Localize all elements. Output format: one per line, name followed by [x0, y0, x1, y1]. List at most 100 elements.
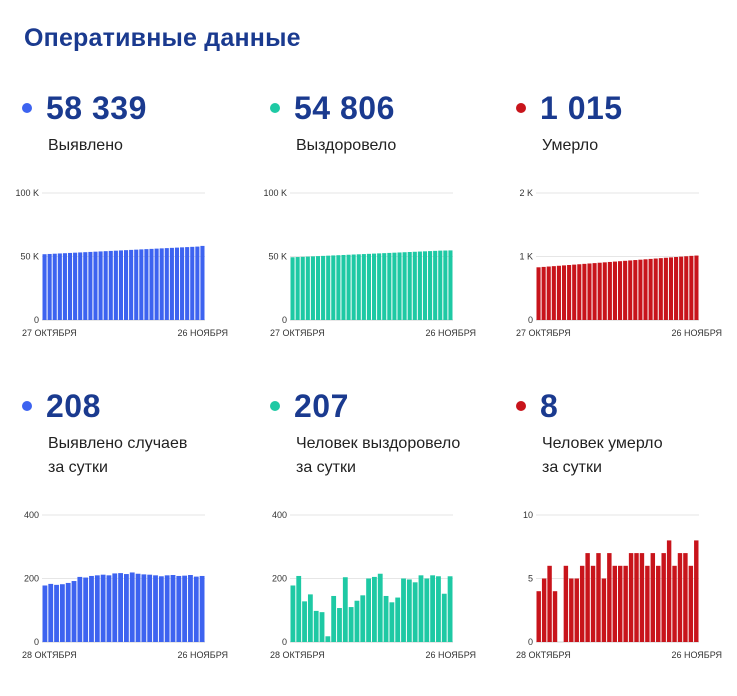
- x-start-label: 27 ОКТЯБРЯ: [22, 328, 77, 338]
- bar: [325, 636, 331, 642]
- bar: [193, 576, 199, 642]
- bar: [436, 576, 441, 642]
- x-start-label: 27 ОКТЯБРЯ: [270, 328, 325, 338]
- bar: [597, 262, 602, 320]
- bar: [321, 255, 326, 320]
- bar: [153, 575, 158, 642]
- bar: [149, 248, 154, 320]
- bar: [582, 263, 587, 320]
- y-tick-label: 0: [282, 637, 287, 647]
- bar: [98, 251, 103, 320]
- blue-dot-icon: [22, 401, 32, 411]
- bar: [677, 553, 683, 642]
- x-end-label: 26 НОЯБРЯ: [425, 650, 476, 660]
- bar: [144, 249, 149, 320]
- deaths-daily-label-line2: за сутки: [542, 459, 602, 476]
- x-start-label: 27 ОКТЯБРЯ: [516, 328, 571, 338]
- bar: [639, 553, 645, 642]
- y-tick-label: 400: [272, 510, 287, 520]
- bar: [351, 254, 356, 320]
- bar: [656, 565, 661, 642]
- detected-total-label: Выявлено: [48, 137, 123, 154]
- bar: [674, 257, 679, 320]
- bar: [164, 575, 170, 642]
- bar: [401, 578, 406, 642]
- bar: [569, 578, 574, 642]
- y-tick-label: 50 K: [268, 252, 287, 262]
- bar: [612, 261, 617, 320]
- bar: [199, 575, 205, 642]
- bar: [290, 585, 296, 642]
- red-dot-icon: [516, 103, 526, 113]
- bar: [623, 260, 628, 320]
- bar: [182, 575, 188, 642]
- y-tick-label: 1 K: [519, 252, 533, 262]
- bar: [62, 253, 67, 320]
- deaths-total-label: Умерло: [542, 137, 599, 154]
- bar: [164, 248, 169, 320]
- bar: [551, 266, 556, 320]
- bar: [536, 267, 541, 320]
- bar: [124, 574, 129, 642]
- bar: [447, 576, 453, 642]
- bar: [650, 553, 656, 642]
- bar: [108, 250, 113, 320]
- recovered-total-value: 54 806: [294, 89, 395, 126]
- bar: [94, 575, 100, 642]
- recovered-total-label: Выздоровело: [296, 137, 397, 154]
- bar: [88, 251, 93, 320]
- bar: [547, 565, 552, 642]
- bar: [290, 257, 295, 320]
- bar: [48, 583, 54, 642]
- bar: [607, 553, 612, 642]
- bar: [129, 249, 134, 320]
- bar: [346, 254, 351, 320]
- bar: [124, 250, 129, 320]
- y-tick-label: 100 K: [263, 188, 287, 198]
- y-tick-label: 0: [528, 315, 533, 325]
- bar: [42, 585, 48, 642]
- bar: [100, 574, 106, 642]
- bar: [663, 257, 668, 320]
- bar: [422, 251, 428, 320]
- stat-panel-detected: 58 339 Выявлено 0 50 K 100 K 27 ОКТЯБРЯ 26 Н…: [15, 88, 262, 398]
- bar: [354, 600, 360, 642]
- bar: [448, 250, 453, 320]
- bar: [574, 578, 579, 642]
- bar: [590, 565, 596, 642]
- bar: [395, 597, 401, 642]
- bar: [313, 610, 319, 642]
- bar: [78, 252, 83, 320]
- bar: [57, 253, 62, 320]
- bar: [417, 251, 422, 320]
- bar: [129, 572, 135, 642]
- bar: [135, 573, 141, 642]
- bar: [341, 254, 346, 320]
- bar: [158, 576, 164, 642]
- bar: [546, 266, 551, 320]
- bar: [679, 256, 684, 320]
- bar: [366, 253, 371, 320]
- bar: [360, 595, 366, 642]
- bar: [361, 254, 366, 320]
- x-start-label: 28 ОКТЯБРЯ: [270, 650, 325, 660]
- bar: [176, 575, 182, 642]
- bar: [89, 575, 94, 642]
- bar: [392, 252, 397, 320]
- bar: [337, 608, 342, 642]
- green-dot-icon: [270, 401, 280, 411]
- bar: [634, 553, 639, 642]
- x-end-label: 26 НОЯБРЯ: [425, 328, 476, 338]
- bar: [645, 565, 650, 642]
- bar: [661, 553, 666, 642]
- bar: [59, 584, 65, 642]
- bar: [689, 255, 694, 320]
- bar: [382, 253, 387, 320]
- bar: [561, 265, 567, 320]
- bar: [407, 252, 412, 320]
- bar: [159, 248, 164, 320]
- detected-daily-label-line1: Выявлено случаев: [48, 435, 188, 452]
- stat-panel-deaths-daily: 8 Человек умерло за сутки 0 5 10 28 ОКТЯБРЯ…: [516, 386, 737, 696]
- bar: [389, 602, 395, 642]
- bar: [418, 575, 424, 642]
